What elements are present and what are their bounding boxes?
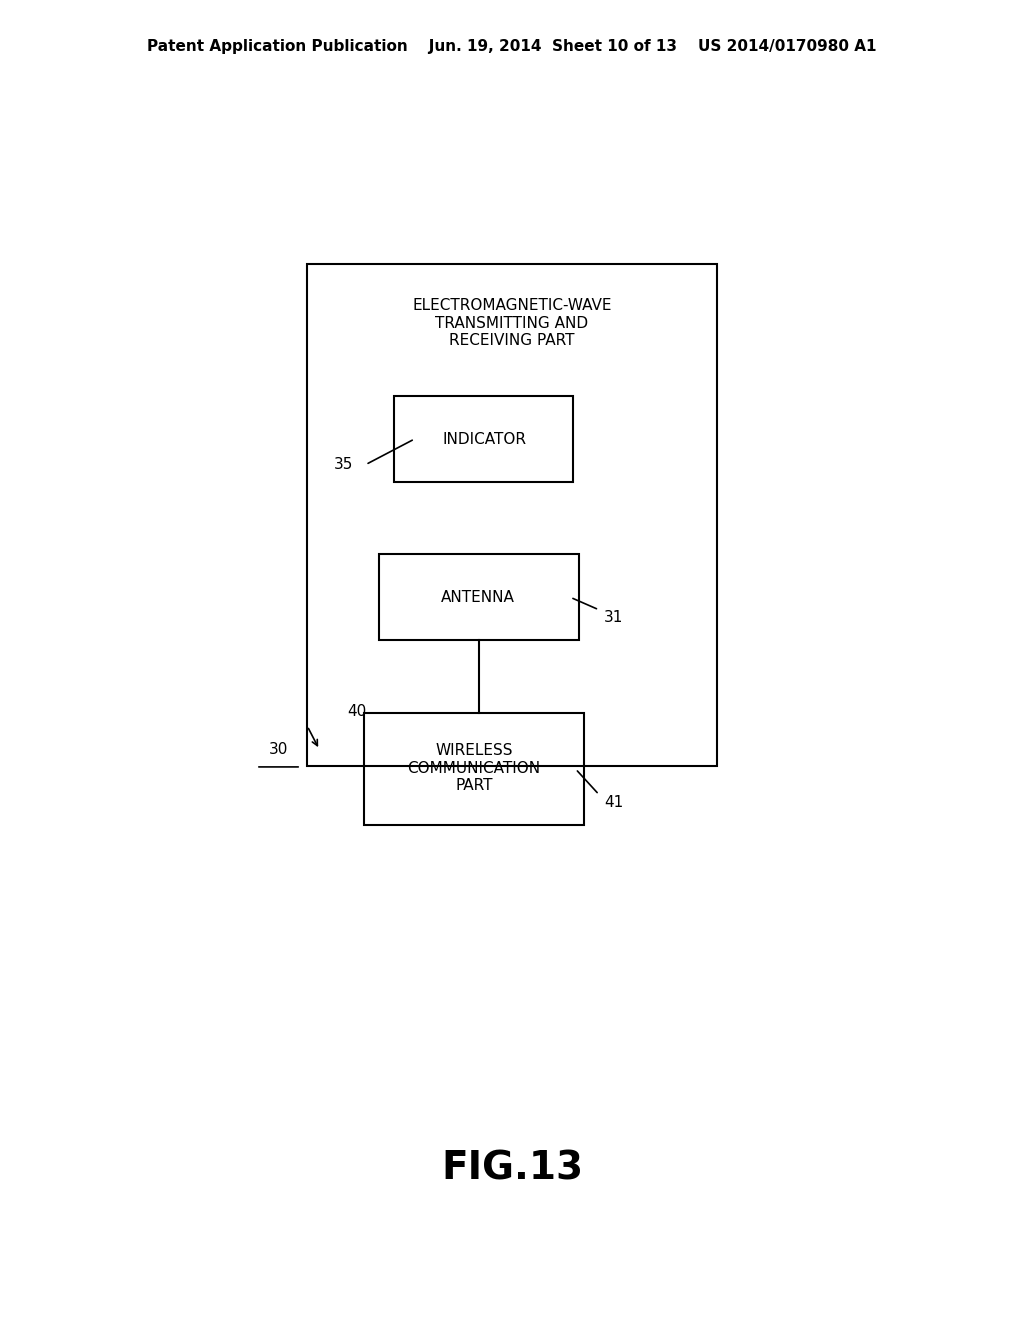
Text: ELECTROMAGNETIC-WAVE
TRANSMITTING AND
RECEIVING PART: ELECTROMAGNETIC-WAVE TRANSMITTING AND RE… xyxy=(413,298,611,348)
Text: WIRELESS
COMMUNICATION
PART: WIRELESS COMMUNICATION PART xyxy=(408,743,541,793)
Text: INDICATOR: INDICATOR xyxy=(442,432,526,447)
Text: 31: 31 xyxy=(604,610,624,626)
Text: 41: 41 xyxy=(604,795,624,810)
Text: FIG.13: FIG.13 xyxy=(441,1150,583,1187)
Text: 35: 35 xyxy=(334,457,353,473)
Text: Patent Application Publication    Jun. 19, 2014  Sheet 10 of 13    US 2014/01709: Patent Application Publication Jun. 19, … xyxy=(147,38,877,54)
Text: 40: 40 xyxy=(347,704,367,718)
Text: 30: 30 xyxy=(269,742,288,758)
Text: ANTENNA: ANTENNA xyxy=(441,590,515,606)
